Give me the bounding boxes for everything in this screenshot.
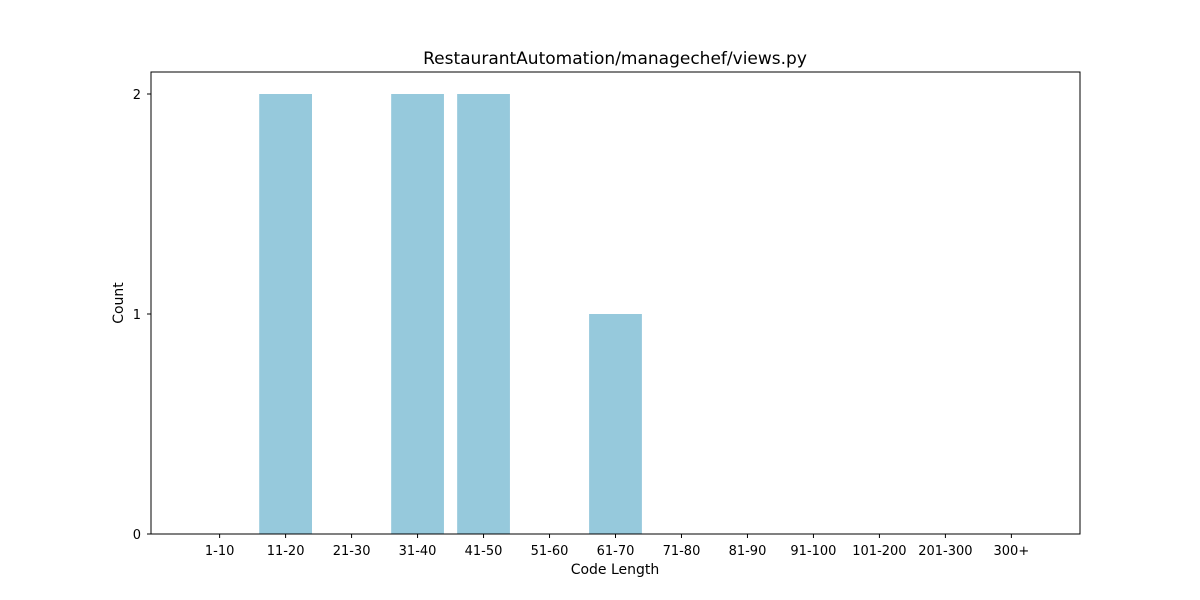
x-tick-label: 41-50	[465, 544, 503, 559]
x-tick-label: 81-90	[729, 544, 767, 559]
y-tick-label: 2	[133, 88, 141, 103]
x-tick-label: 1-10	[205, 544, 235, 559]
x-tick-label: 91-100	[790, 544, 836, 559]
y-axis: 0 1 2	[133, 88, 151, 543]
x-tick-label: 71-80	[663, 544, 701, 559]
y-axis-label: Count	[111, 282, 127, 324]
bar-61-70	[589, 314, 642, 534]
x-tick-label: 31-40	[399, 544, 437, 559]
bar-11-20	[259, 94, 312, 534]
x-tick-label: 11-20	[267, 544, 305, 559]
y-tick-label: 1	[133, 308, 141, 323]
x-axis-label: Code Length	[571, 562, 660, 578]
y-tick-label: 0	[133, 528, 141, 543]
x-tick-label: 61-70	[597, 544, 635, 559]
bars-group	[259, 94, 642, 534]
x-axis: 1-10 11-20 21-30 31-40 41-50 51-60 61-70 71-80 8…	[205, 534, 1029, 559]
x-tick-label: 51-60	[531, 544, 569, 559]
x-tick-label: 201-300	[918, 544, 972, 559]
x-tick-label: 300+	[994, 544, 1030, 559]
x-tick-label: 21-30	[333, 544, 371, 559]
bar-41-50	[457, 94, 510, 534]
x-tick-label: 101-200	[852, 544, 906, 559]
bar-31-40	[391, 94, 444, 534]
chart-title: RestaurantAutomation/managechef/views.py	[423, 49, 807, 69]
